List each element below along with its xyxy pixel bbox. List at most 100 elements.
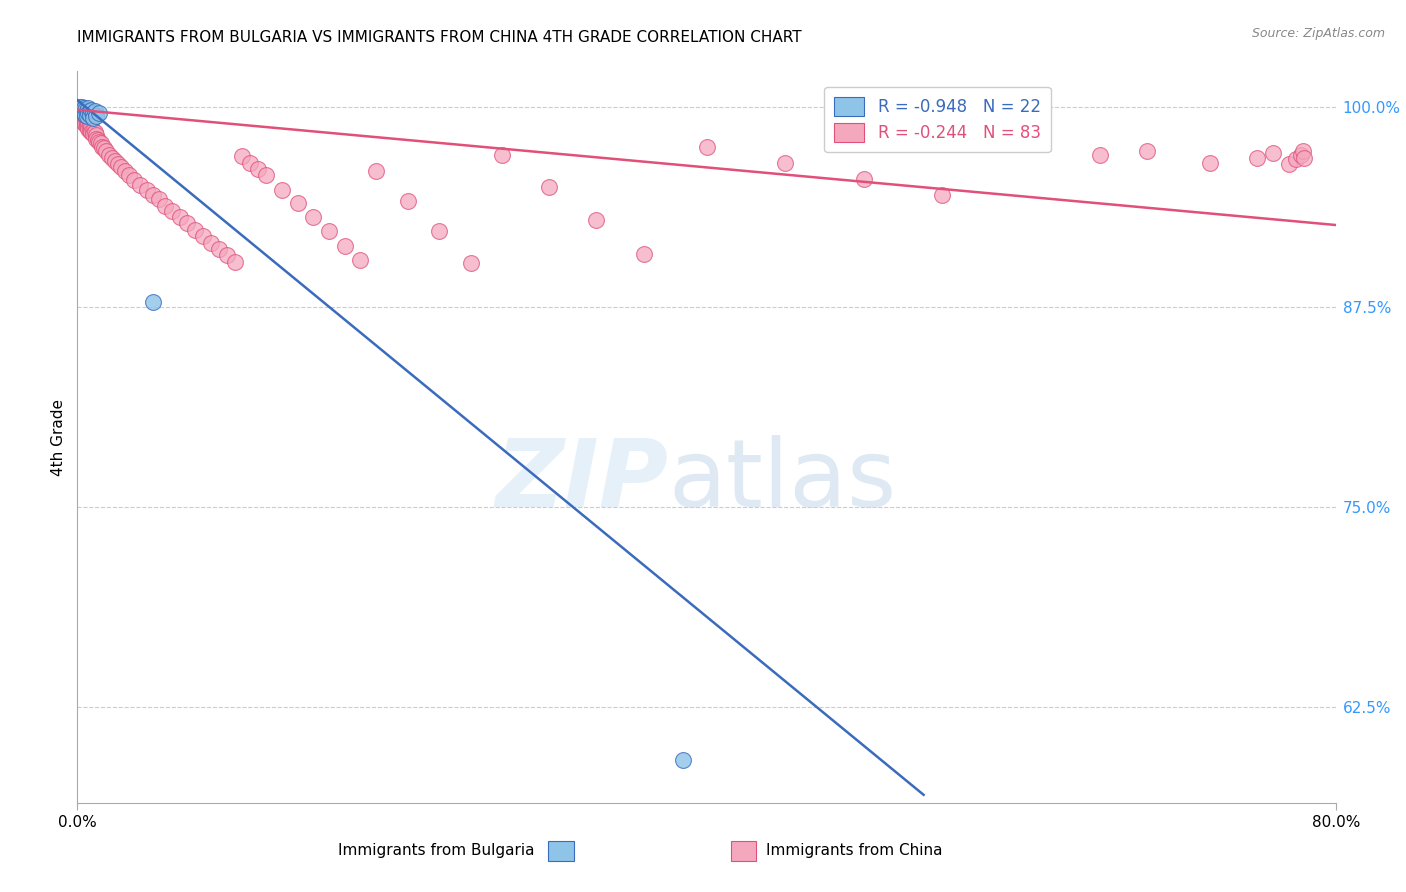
Point	[84, 131, 107, 145]
Point	[366, 163, 388, 178]
Point	[224, 255, 246, 269]
Point	[142, 294, 165, 309]
Point	[83, 125, 105, 139]
Point	[101, 151, 124, 165]
Point	[72, 106, 94, 120]
Point	[76, 119, 98, 133]
Point	[852, 171, 875, 186]
Point	[931, 187, 953, 202]
Point	[70, 104, 93, 119]
Point	[148, 193, 170, 207]
Point	[114, 163, 136, 178]
Point	[696, 139, 718, 153]
Point	[1285, 153, 1308, 167]
Point	[75, 107, 97, 121]
Point	[69, 104, 91, 119]
Point	[75, 117, 97, 131]
Point	[135, 183, 157, 197]
Point	[77, 122, 100, 136]
Point	[91, 139, 114, 153]
Point	[70, 107, 93, 121]
Point	[77, 101, 100, 115]
Text: atlas: atlas	[669, 435, 897, 527]
Point	[110, 161, 132, 175]
Point	[67, 99, 90, 113]
Point	[82, 106, 104, 120]
Point	[169, 210, 191, 224]
Point	[254, 169, 277, 183]
Point	[155, 199, 177, 213]
Point	[1277, 157, 1299, 171]
Point	[80, 120, 103, 135]
Point	[70, 112, 93, 127]
Point	[270, 183, 292, 197]
Point	[122, 173, 145, 187]
Point	[1088, 147, 1111, 161]
Point	[302, 210, 325, 224]
Point	[104, 153, 127, 168]
Point	[1246, 151, 1268, 165]
Point	[82, 127, 104, 141]
Point	[460, 256, 482, 270]
Point	[67, 106, 90, 120]
Point	[633, 247, 655, 261]
Point	[79, 107, 101, 121]
Point	[318, 224, 340, 238]
Text: ZIP: ZIP	[496, 435, 669, 527]
Point	[1261, 146, 1284, 161]
Point	[84, 128, 107, 143]
Point	[72, 115, 94, 129]
Point	[97, 147, 120, 161]
Point	[89, 135, 111, 149]
Point	[118, 169, 141, 183]
Point	[76, 104, 98, 119]
Point	[247, 161, 270, 176]
Point	[79, 104, 101, 119]
Point	[69, 109, 91, 123]
Point	[200, 235, 222, 250]
Point	[89, 106, 111, 120]
Point	[72, 111, 94, 125]
Point	[427, 224, 450, 238]
Point	[90, 136, 112, 151]
Point	[773, 155, 796, 169]
Point	[82, 123, 104, 137]
Point	[538, 179, 561, 194]
Point	[585, 213, 607, 227]
Point	[79, 119, 101, 133]
Point	[491, 147, 513, 161]
Point	[1010, 131, 1032, 145]
Point	[77, 117, 100, 131]
Point	[176, 216, 198, 230]
Point	[1294, 151, 1316, 165]
Point	[1292, 145, 1315, 159]
Point	[191, 229, 215, 244]
Y-axis label: 4th Grade: 4th Grade	[51, 399, 66, 475]
Point	[77, 106, 100, 120]
Point	[239, 155, 262, 169]
Point	[72, 101, 94, 115]
Point	[75, 103, 97, 117]
Point	[672, 753, 695, 767]
Point	[396, 194, 419, 208]
Point	[231, 149, 253, 163]
Text: Source: ZipAtlas.com: Source: ZipAtlas.com	[1251, 27, 1385, 40]
Point	[287, 195, 309, 210]
Point	[80, 103, 103, 117]
Point	[82, 111, 104, 125]
Text: IMMIGRANTS FROM BULGARIA VS IMMIGRANTS FROM CHINA 4TH GRADE CORRELATION CHART: IMMIGRANTS FROM BULGARIA VS IMMIGRANTS F…	[77, 29, 801, 45]
Point	[80, 125, 103, 139]
Point	[184, 223, 207, 237]
Point	[94, 145, 117, 159]
Text: Immigrants from China: Immigrants from China	[766, 844, 943, 858]
Point	[107, 157, 129, 171]
Point	[75, 114, 97, 128]
Point	[69, 103, 91, 117]
Point	[76, 109, 98, 123]
Point	[208, 242, 231, 256]
Point	[84, 109, 107, 123]
Point	[1289, 147, 1312, 161]
Point	[160, 203, 183, 218]
Point	[70, 99, 93, 113]
Point	[215, 248, 238, 262]
